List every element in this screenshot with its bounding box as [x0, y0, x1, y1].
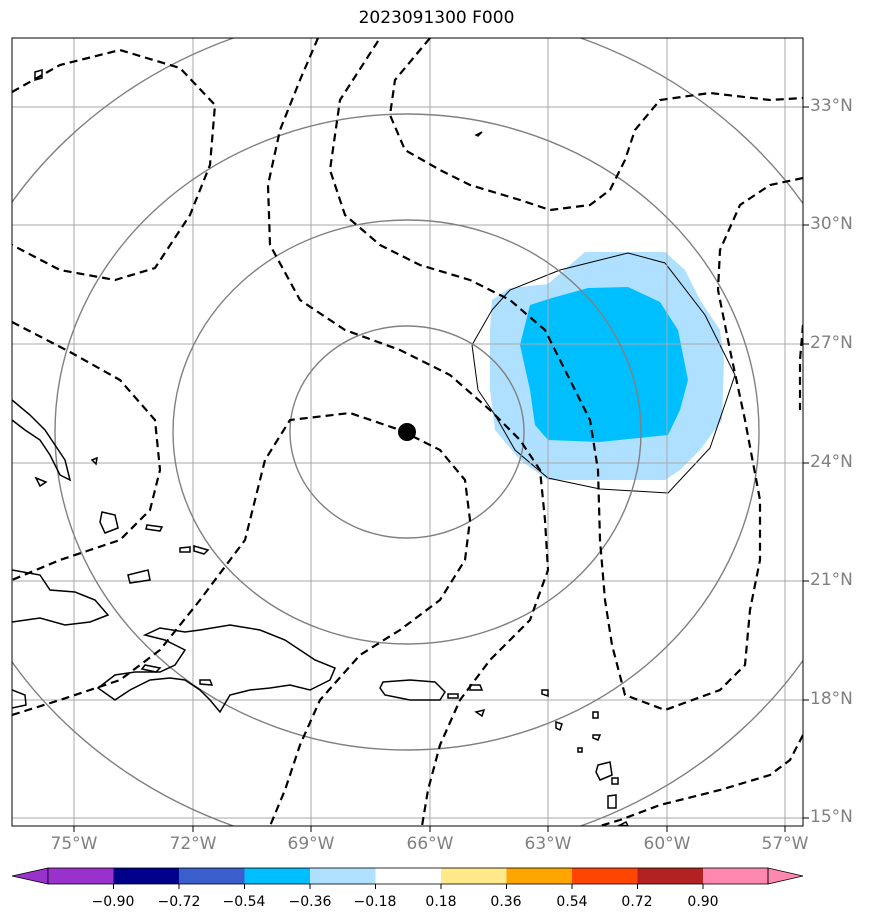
- lat-label-27n: 27°N: [810, 333, 853, 353]
- plot-title: 2023091300 F000: [358, 8, 515, 28]
- lat-label-30n: 30°N: [810, 214, 853, 234]
- map-frame: [11, 37, 804, 827]
- lat-label-33n: 33°N: [810, 96, 853, 116]
- colorbar-label: 0.54: [556, 894, 588, 910]
- tick-marks: [73, 106, 809, 832]
- colorbar-label: 0.36: [490, 894, 522, 910]
- colorbar-bin: [637, 868, 703, 884]
- colorbar-ticks: [113, 884, 704, 889]
- lon-label-69w: 69°W: [287, 834, 335, 854]
- lat-label-21n: 21°N: [810, 570, 853, 590]
- colorbar-bin: [113, 868, 179, 884]
- lat-label-15n: 15°N: [810, 807, 853, 827]
- colorbar-label: 0.90: [687, 894, 719, 910]
- colorbar-bin: [244, 868, 310, 884]
- storm-center-marker: [398, 423, 416, 441]
- anomaly-shade-dark: [520, 287, 688, 442]
- contours: [12, 38, 803, 826]
- lat-label-18n: 18°N: [810, 689, 853, 709]
- colorbar-frame: [47, 867, 769, 885]
- colorbar-label: −0.18: [353, 894, 397, 910]
- colorbar-label: −0.90: [91, 894, 135, 910]
- colorbar-label: −0.36: [288, 894, 332, 910]
- coastlines: [12, 69, 629, 826]
- colorbar-extend-right: [767, 867, 804, 885]
- lon-label-57w: 57°W: [761, 834, 809, 854]
- colorbar-bin: [572, 868, 638, 884]
- colorbar-label: −0.72: [157, 894, 201, 910]
- lon-label-63w: 63°W: [524, 834, 572, 854]
- lon-label-75w: 75°W: [50, 834, 98, 854]
- colorbar-label: 0.72: [621, 894, 653, 910]
- lon-label-66w: 66°W: [406, 834, 454, 854]
- colorbar-label: 0.18: [425, 894, 457, 910]
- lon-label-60w: 60°W: [643, 834, 691, 854]
- range-rings: [12, 38, 803, 826]
- colorbar-bin: [441, 868, 507, 884]
- colorbar-bin: [375, 868, 441, 884]
- colorbar-label: −0.54: [222, 894, 266, 910]
- lon-label-72w: 72°W: [169, 834, 217, 854]
- colorbar-bin: [179, 868, 245, 884]
- colorbar-bin: [703, 868, 768, 884]
- colorbar-extend-left: [11, 867, 49, 885]
- thin-outline: [471, 252, 736, 494]
- colorbar: [11, 867, 804, 889]
- colorbar-bin: [48, 868, 114, 884]
- colorbar-bin: [310, 868, 376, 884]
- lat-label-24n: 24°N: [810, 452, 853, 472]
- colorbar-bin: [506, 868, 572, 884]
